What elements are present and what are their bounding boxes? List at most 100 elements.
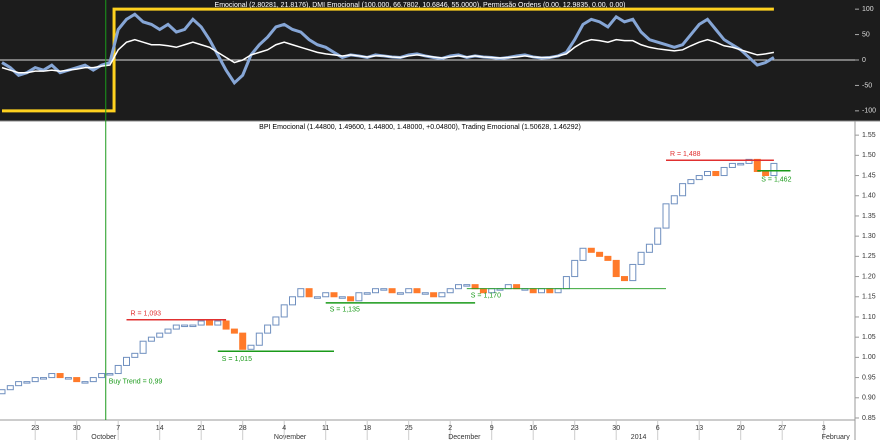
candle (206, 320, 213, 326)
month-label: November (274, 434, 307, 440)
y-tick-label: 1.25 (862, 253, 876, 260)
candle (604, 255, 612, 261)
candle (695, 175, 703, 181)
candle (562, 276, 570, 290)
candle (89, 377, 97, 383)
candle (554, 288, 562, 294)
x-tick-label: 25 (405, 425, 413, 432)
candle (596, 251, 604, 257)
y-tick-label: 0.95 (862, 374, 876, 381)
candle (131, 352, 139, 358)
level-label: S = 1,170 (471, 293, 501, 300)
x-tick-label: 6 (656, 425, 660, 432)
candle (704, 171, 711, 177)
candle (529, 288, 537, 294)
candle (712, 171, 720, 177)
candle (15, 381, 23, 387)
candle (745, 158, 753, 164)
candle (264, 324, 272, 334)
level-label: S = 1,462 (761, 177, 791, 184)
candle (222, 320, 230, 330)
candle (181, 324, 189, 328)
chart-title: BPI Emocional (1.44800, 1.49600, 1.44800… (259, 124, 581, 131)
x-tick-label: 2 (448, 425, 452, 432)
level-label: S = 1,135 (330, 307, 360, 314)
candle (0, 389, 6, 395)
y-tick-label: 1.55 (862, 132, 876, 139)
x-tick-label: 16 (529, 425, 537, 432)
candle (230, 328, 238, 334)
candle (463, 284, 471, 287)
candle (123, 356, 130, 366)
candle (272, 316, 280, 326)
candle (64, 377, 72, 380)
candle (538, 288, 545, 294)
candle (687, 179, 695, 185)
candle (363, 292, 371, 295)
candle (579, 247, 587, 261)
candle (770, 162, 778, 177)
y-tick-label: 1.00 (862, 354, 876, 361)
candle (662, 203, 670, 229)
candle (197, 320, 205, 326)
candle (164, 328, 172, 334)
candle (737, 162, 745, 166)
candle (571, 259, 579, 278)
candle (289, 296, 296, 306)
month-label: February (822, 434, 851, 440)
candle (621, 276, 628, 282)
candle (23, 381, 31, 384)
candle (139, 340, 147, 354)
candle (670, 195, 678, 205)
candle (388, 288, 396, 294)
candle (587, 247, 595, 253)
candle (380, 288, 388, 291)
level-label: R = 1,093 (131, 311, 162, 318)
candle (546, 288, 554, 294)
candle (654, 227, 662, 245)
y-tick-label: 0.85 (862, 415, 876, 422)
candle (172, 324, 180, 330)
x-tick-label: 23 (31, 425, 39, 432)
x-tick-label: 18 (363, 425, 371, 432)
level-label: S = 1,015 (222, 356, 252, 363)
candle (629, 263, 637, 282)
candle (513, 284, 521, 290)
x-tick-label: 27 (778, 425, 786, 432)
x-tick-label: 30 (73, 425, 81, 432)
candle (305, 288, 313, 298)
candle (48, 373, 56, 379)
x-tick-label: 4 (282, 425, 286, 432)
x-tick-label: 14 (156, 425, 164, 432)
candle (214, 320, 222, 326)
month-label: October (91, 434, 117, 440)
candle (297, 288, 305, 298)
month-label: December (448, 434, 481, 440)
y-tick-label: 1.10 (862, 314, 876, 321)
candle (280, 304, 288, 318)
candle (347, 296, 355, 302)
level-label: R = 1,488 (670, 151, 701, 158)
candle (189, 324, 197, 328)
candle (762, 171, 770, 177)
candle (98, 373, 106, 379)
x-tick-label: 9 (490, 425, 494, 432)
y-tick-label: -50 (862, 82, 872, 89)
candle (396, 292, 404, 295)
indicator-line (1, 38, 775, 74)
y-tick-label: 1.35 (862, 213, 876, 220)
candle (338, 296, 346, 299)
candle (147, 336, 155, 342)
candle (40, 377, 47, 380)
x-tick-label: 21 (197, 425, 205, 432)
y-tick-label: 0 (862, 57, 866, 64)
y-tick-label: 100 (862, 6, 874, 13)
y-tick-label: 1.40 (862, 193, 876, 200)
x-tick-label: 23 (571, 425, 579, 432)
candle (504, 284, 512, 290)
x-tick-label: 3 (822, 425, 826, 432)
x-tick-label: 13 (695, 425, 703, 432)
candle (405, 288, 413, 294)
x-tick-label: 11 (322, 425, 329, 432)
